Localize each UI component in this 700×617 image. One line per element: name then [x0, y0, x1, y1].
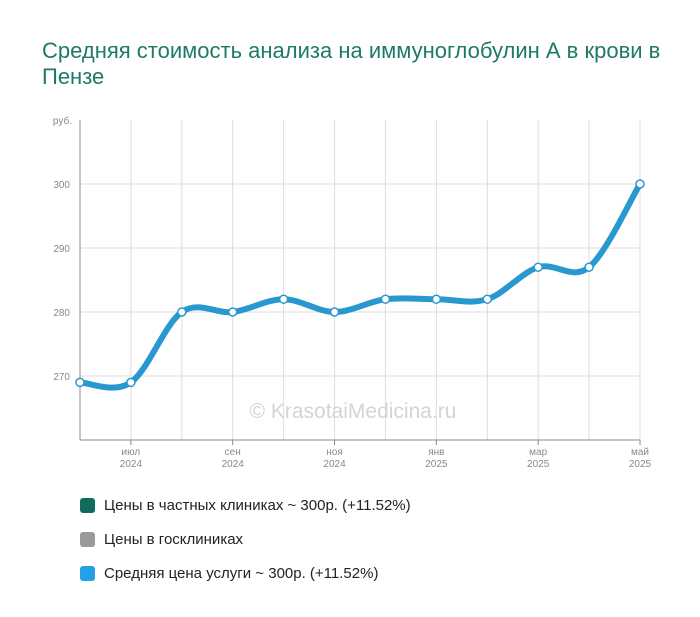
- data-point: [584, 262, 594, 272]
- y-unit-label: руб.: [53, 115, 72, 127]
- legend-label-average: Средняя цена услуги ~ 300р. (+11.52%): [104, 564, 379, 582]
- x-tick-label-month: ноя: [326, 447, 343, 458]
- legend-item-private[interactable]: Цены в частных клиниках ~ 300р. (+11.52%…: [80, 488, 411, 522]
- data-point: [533, 262, 543, 272]
- y-tick-label: 280: [53, 308, 70, 319]
- data-point: [126, 377, 136, 388]
- legend-item-public[interactable]: Цены в госклиниках: [80, 522, 411, 556]
- y-tick-label: 290: [53, 244, 70, 255]
- legend-swatch-private: [80, 497, 95, 513]
- x-tick-label-year: 2025: [629, 459, 652, 470]
- legend-swatch-average: [80, 565, 95, 581]
- x-tick-label-month: сен: [225, 447, 241, 458]
- x-tick-label-year: 2025: [425, 459, 448, 470]
- data-point: [177, 307, 187, 317]
- watermark-text: © KrasotaiMedicina.ru: [250, 400, 457, 423]
- chart-title: Средняя стоимость анализа на иммуноглобу…: [42, 38, 661, 89]
- x-tick-label-year: 2024: [120, 459, 143, 470]
- data-point: [380, 294, 391, 304]
- x-tick-label-month: май: [631, 447, 649, 458]
- data-point: [278, 294, 289, 304]
- legend-item-average[interactable]: Средняя цена услуги ~ 300р. (+11.52%): [80, 556, 411, 590]
- x-tick-label-year: 2024: [323, 459, 346, 470]
- data-point: [75, 377, 85, 388]
- x-tick-label-month: янв: [428, 447, 444, 458]
- legend-label-public: Цены в госклиниках: [104, 530, 244, 548]
- chart-legend: Цены в частных клиниках ~ 300р. (+11.52%…: [80, 488, 411, 590]
- y-tick-label: 300: [53, 180, 70, 191]
- data-point: [329, 307, 340, 317]
- x-tick-label-year: 2024: [222, 459, 245, 470]
- legend-label-private: Цены в частных клиниках ~ 300р. (+11.52%…: [104, 496, 411, 514]
- series-line: [77, 181, 643, 391]
- data-point: [227, 307, 238, 317]
- data-point: [635, 179, 645, 189]
- x-tick-label-month: мар: [529, 447, 547, 458]
- data-point: [431, 294, 442, 304]
- y-tick-label: 270: [53, 372, 70, 383]
- line-chart: 270280290300руб.июл2024сен2024ноя2024янв…: [53, 115, 652, 470]
- legend-swatch-public: [80, 531, 95, 547]
- x-tick-label-month: июл: [122, 447, 141, 458]
- data-point: [482, 294, 493, 304]
- x-tick-label-year: 2025: [527, 459, 550, 470]
